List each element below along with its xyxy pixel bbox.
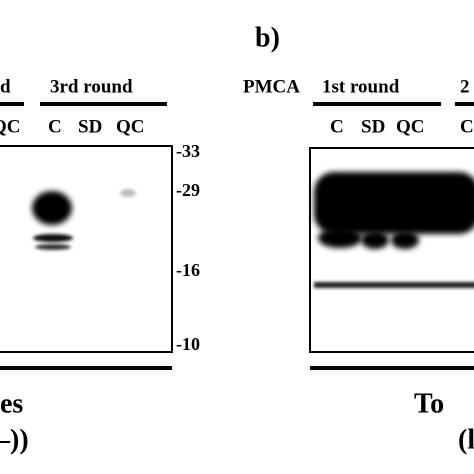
marker: -29 [176,180,200,200]
prefix: PMCA [243,76,300,97]
round-bar [0,102,24,106]
round-bar [455,102,474,106]
lane-label: QC [0,116,21,137]
caption-bar [310,366,474,370]
marker: -10 [176,334,200,354]
round-label: d [0,76,11,97]
round-bar [313,102,441,106]
blot [0,145,173,353]
round-label: 2 [460,76,470,97]
caption: To [414,388,444,419]
round-label: 1st round [322,76,400,97]
lane-label: C [460,116,474,137]
round-bar [40,102,167,106]
marker: -16 [176,260,200,280]
caption-bar [0,366,172,370]
lane-label: C [48,116,62,137]
bands [314,172,474,288]
caption: –)) [0,424,29,455]
round-label: 3rd round [50,76,133,97]
figure-label: b) [255,22,280,53]
lane-label: C [330,116,344,137]
caption: es [0,388,23,419]
bands [32,189,136,250]
lane-label: QC [396,116,425,137]
caption: (l [458,424,474,455]
lane-label: SD [361,116,385,137]
marker: -33 [176,141,200,161]
lane-label: SD [78,116,102,137]
lane-label: QC [116,116,145,137]
